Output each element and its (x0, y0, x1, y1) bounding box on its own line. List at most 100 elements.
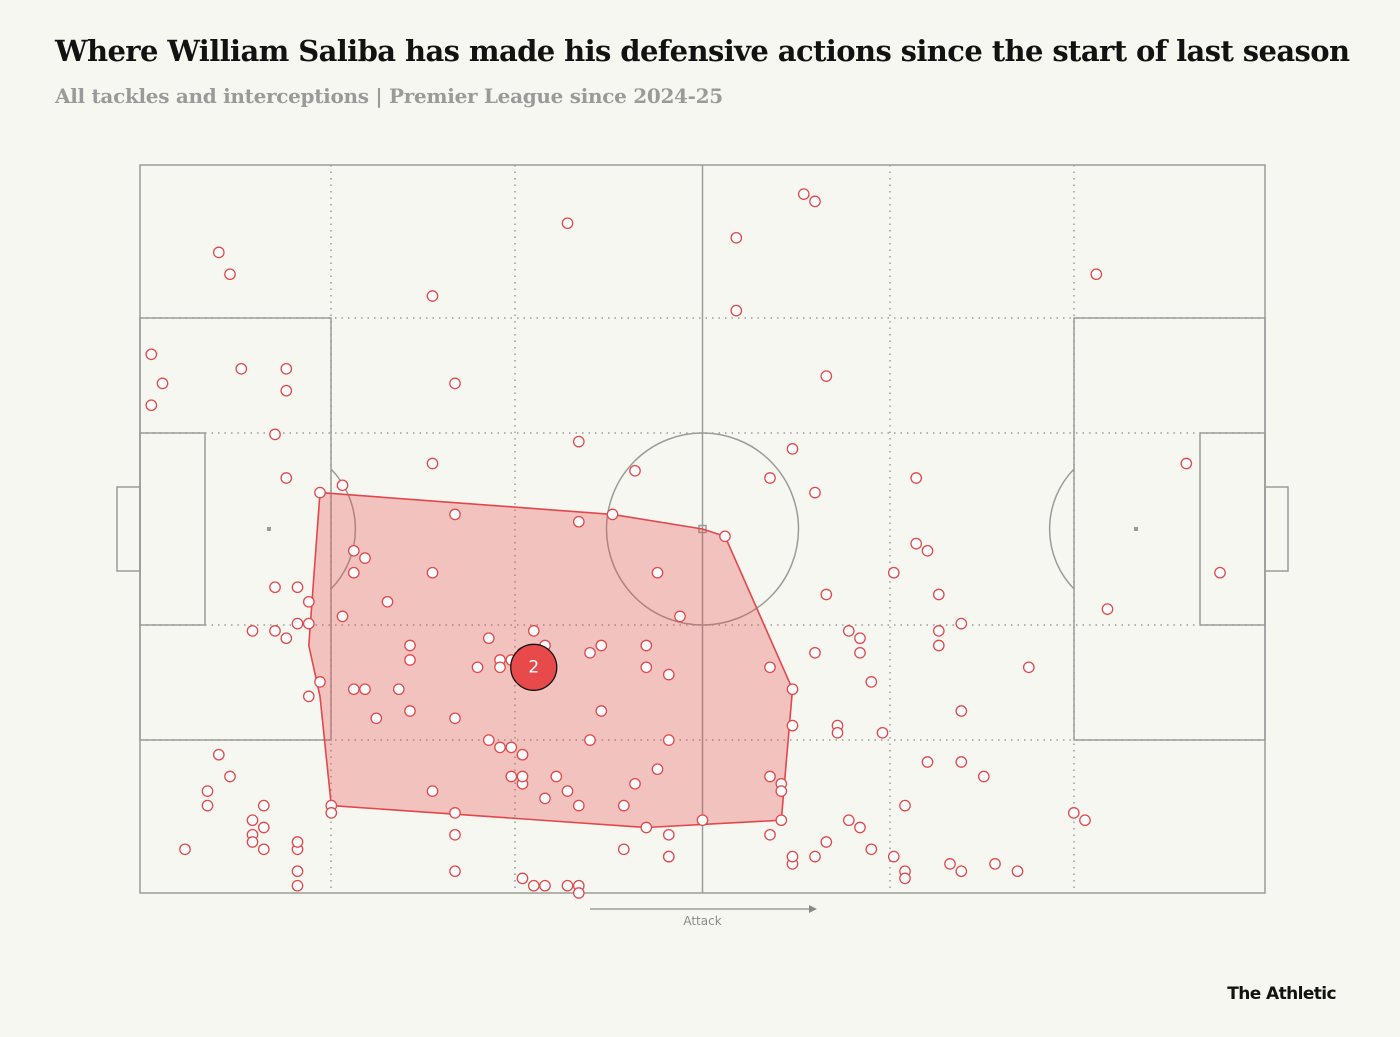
action-point (696, 814, 709, 827)
action-point (809, 850, 821, 863)
attack-arrow-head-icon (809, 905, 817, 913)
action-point (764, 770, 776, 783)
action-point (1079, 814, 1091, 827)
action-point (494, 741, 506, 754)
action-point (572, 435, 585, 448)
action-point (662, 668, 675, 681)
action-point (280, 362, 293, 375)
action-point (1011, 865, 1024, 878)
left-penalty-area (139, 317, 332, 741)
action-point (449, 828, 461, 841)
centre-circle (605, 432, 800, 626)
action-point (651, 566, 664, 579)
action-point (527, 625, 540, 637)
action-point (280, 384, 293, 397)
action-point (471, 661, 484, 674)
action-point (1090, 268, 1103, 281)
action-point (820, 588, 833, 601)
left-six-yard-box (139, 432, 206, 626)
action-point (910, 472, 923, 484)
action-point (426, 290, 439, 302)
action-points (145, 188, 1226, 899)
action-point (910, 537, 923, 550)
action-point (224, 268, 236, 281)
action-point (662, 828, 675, 841)
average-position-label: 2 (528, 657, 539, 677)
action-point (640, 821, 653, 834)
action-point (449, 712, 461, 725)
action-point (269, 625, 281, 637)
action-point (775, 785, 788, 797)
action-point (786, 443, 799, 455)
action-point (764, 661, 776, 674)
action-point (640, 661, 653, 674)
action-point (494, 661, 506, 674)
action-point (449, 865, 461, 878)
action-point (426, 785, 439, 797)
action-point (156, 377, 169, 390)
action-point (404, 654, 416, 666)
action-point (550, 770, 563, 783)
action-point (1022, 661, 1035, 674)
action-point (809, 195, 821, 208)
action-point (257, 799, 270, 812)
action-point (617, 843, 630, 856)
action-point (257, 821, 270, 834)
action-point (426, 566, 439, 579)
action-point (235, 362, 248, 375)
action-point (662, 850, 675, 863)
action-point (617, 799, 630, 812)
action-point (201, 785, 214, 797)
action-point (224, 770, 236, 783)
action-point (336, 610, 349, 623)
action-point (449, 377, 461, 390)
action-point (347, 566, 360, 579)
action-point (325, 807, 338, 819)
action-point (606, 508, 619, 521)
action-point (269, 581, 281, 594)
right-six-yard-box (1199, 432, 1266, 626)
action-point (404, 705, 416, 717)
action-point (944, 858, 956, 870)
action-point (651, 763, 664, 776)
action-point (561, 217, 574, 230)
action-point (347, 683, 360, 696)
action-point (280, 632, 293, 645)
action-point (291, 836, 304, 848)
action-point (336, 479, 349, 492)
action-point (246, 836, 259, 848)
brand-logo: The Athletic (1227, 984, 1336, 1004)
action-point (640, 639, 653, 652)
action-point (302, 617, 315, 630)
action-point (775, 814, 788, 827)
attack-direction: Attack (590, 905, 817, 928)
action-point (932, 588, 945, 601)
action-point (764, 828, 776, 841)
action-point (404, 639, 416, 652)
action-point (887, 850, 900, 863)
action-point (291, 865, 304, 878)
action-point (1101, 603, 1114, 615)
chart-subtitle: All tackles and interceptions | Premier … (55, 84, 723, 108)
action-point (291, 617, 304, 630)
action-point (786, 683, 799, 696)
right-penalty-area (1073, 317, 1266, 741)
left-goal (116, 486, 141, 572)
action-point (854, 821, 866, 834)
action-point (899, 872, 911, 885)
action-point (572, 887, 585, 899)
action-point (201, 799, 214, 812)
action-point (899, 799, 911, 812)
action-point (449, 508, 461, 521)
action-point (370, 712, 383, 725)
action-point (516, 872, 529, 885)
action-point (347, 544, 360, 557)
action-point (1180, 457, 1193, 470)
action-point (842, 625, 855, 637)
action-point (662, 734, 675, 746)
action-point (955, 705, 968, 717)
action-point (809, 646, 821, 659)
action-point (595, 705, 608, 717)
action-point (246, 625, 259, 637)
action-point (820, 370, 833, 382)
